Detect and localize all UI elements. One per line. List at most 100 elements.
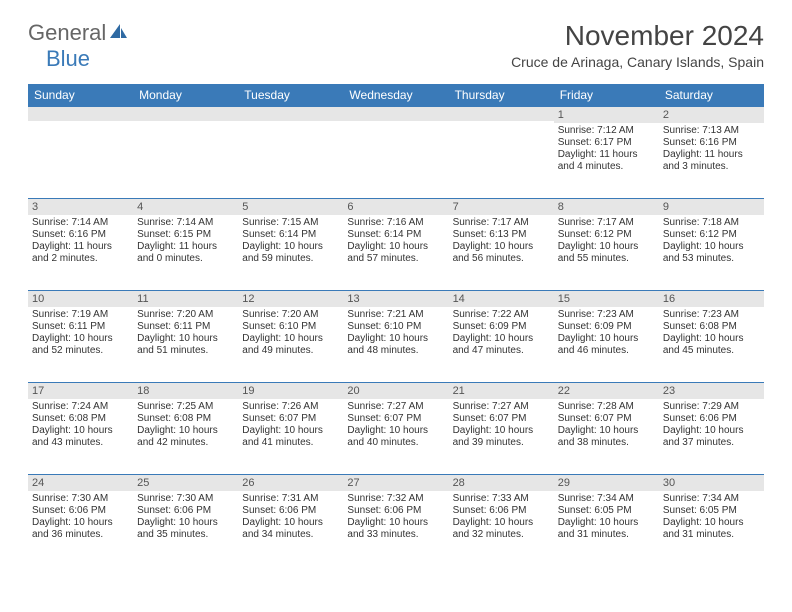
sunset-text: Sunset: 6:06 PM	[32, 505, 129, 517]
daylight-text: Daylight: 10 hours and 55 minutes.	[558, 241, 655, 265]
sunset-text: Sunset: 6:10 PM	[242, 321, 339, 333]
sunrise-text: Sunrise: 7:14 AM	[137, 217, 234, 229]
day-number: 1	[554, 107, 659, 123]
daylight-text: Daylight: 10 hours and 53 minutes.	[663, 241, 760, 265]
sunset-text: Sunset: 6:14 PM	[347, 229, 444, 241]
day-number: 4	[133, 199, 238, 215]
calendar-cell: 12Sunrise: 7:20 AMSunset: 6:10 PMDayligh…	[238, 291, 343, 383]
sunrise-text: Sunrise: 7:13 AM	[663, 125, 760, 137]
sunrise-text: Sunrise: 7:27 AM	[347, 401, 444, 413]
calendar-cell: 23Sunrise: 7:29 AMSunset: 6:06 PMDayligh…	[659, 383, 764, 475]
daylight-text: Daylight: 10 hours and 38 minutes.	[558, 425, 655, 449]
day-details: Sunrise: 7:30 AMSunset: 6:06 PMDaylight:…	[28, 491, 133, 543]
sunset-text: Sunset: 6:07 PM	[453, 413, 550, 425]
calendar-page: General November 2024 Cruce de Arinaga, …	[0, 0, 792, 577]
calendar-cell: 10Sunrise: 7:19 AMSunset: 6:11 PMDayligh…	[28, 291, 133, 383]
day-header-row: Sunday Monday Tuesday Wednesday Thursday…	[28, 84, 764, 107]
sunrise-text: Sunrise: 7:26 AM	[242, 401, 339, 413]
calendar-cell: 16Sunrise: 7:23 AMSunset: 6:08 PMDayligh…	[659, 291, 764, 383]
calendar-cell: 30Sunrise: 7:34 AMSunset: 6:05 PMDayligh…	[659, 475, 764, 567]
day-header: Tuesday	[238, 84, 343, 107]
calendar-cell: 8 Sunrise: 7:17 AMSunset: 6:12 PMDaylight…	[554, 199, 659, 291]
calendar-cell: 20Sunrise: 7:27 AMSunset: 6:07 PMDayligh…	[343, 383, 448, 475]
sunset-text: Sunset: 6:05 PM	[663, 505, 760, 517]
day-details: Sunrise: 7:18 AMSunset: 6:12 PMDaylight:…	[659, 215, 764, 267]
day-details: Sunrise: 7:20 AMSunset: 6:10 PMDaylight:…	[238, 307, 343, 359]
day-details: Sunrise: 7:19 AMSunset: 6:11 PMDaylight:…	[28, 307, 133, 359]
day-number: 22	[554, 383, 659, 399]
daylight-text: Daylight: 10 hours and 57 minutes.	[347, 241, 444, 265]
daylight-text: Daylight: 10 hours and 31 minutes.	[663, 517, 760, 541]
day-details: Sunrise: 7:29 AMSunset: 6:06 PMDaylight:…	[659, 399, 764, 451]
day-number: 16	[659, 291, 764, 307]
day-number: 6	[343, 199, 448, 215]
sunset-text: Sunset: 6:07 PM	[347, 413, 444, 425]
day-number	[449, 107, 554, 121]
daylight-text: Daylight: 10 hours and 32 minutes.	[453, 517, 550, 541]
sunrise-text: Sunrise: 7:17 AM	[558, 217, 655, 229]
calendar-cell: 27Sunrise: 7:32 AMSunset: 6:06 PMDayligh…	[343, 475, 448, 567]
calendar-row: 24Sunrise: 7:30 AMSunset: 6:06 PMDayligh…	[28, 475, 764, 567]
calendar-cell: 3Sunrise: 7:14 AMSunset: 6:16 PMDaylight…	[28, 199, 133, 291]
day-header: Friday	[554, 84, 659, 107]
daylight-text: Daylight: 10 hours and 41 minutes.	[242, 425, 339, 449]
day-details: Sunrise: 7:15 AMSunset: 6:14 PMDaylight:…	[238, 215, 343, 267]
day-number: 14	[449, 291, 554, 307]
day-number	[238, 107, 343, 121]
day-header: Monday	[133, 84, 238, 107]
sunset-text: Sunset: 6:12 PM	[558, 229, 655, 241]
day-number: 7	[449, 199, 554, 215]
day-number: 5	[238, 199, 343, 215]
sunset-text: Sunset: 6:11 PM	[32, 321, 129, 333]
sunrise-text: Sunrise: 7:21 AM	[347, 309, 444, 321]
day-number: 18	[133, 383, 238, 399]
daylight-text: Daylight: 10 hours and 45 minutes.	[663, 333, 760, 357]
sunset-text: Sunset: 6:08 PM	[32, 413, 129, 425]
sunrise-text: Sunrise: 7:24 AM	[32, 401, 129, 413]
daylight-text: Daylight: 11 hours and 0 minutes.	[137, 241, 234, 265]
logo: General	[28, 20, 128, 46]
daylight-text: Daylight: 11 hours and 4 minutes.	[558, 149, 655, 173]
sunset-text: Sunset: 6:14 PM	[242, 229, 339, 241]
sunrise-text: Sunrise: 7:34 AM	[558, 493, 655, 505]
day-number: 12	[238, 291, 343, 307]
daylight-text: Daylight: 10 hours and 37 minutes.	[663, 425, 760, 449]
day-details: Sunrise: 7:27 AMSunset: 6:07 PMDaylight:…	[343, 399, 448, 451]
day-number: 9	[659, 199, 764, 215]
calendar-row: 3Sunrise: 7:14 AMSunset: 6:16 PMDaylight…	[28, 199, 764, 291]
calendar-cell: 4Sunrise: 7:14 AMSunset: 6:15 PMDaylight…	[133, 199, 238, 291]
day-number: 29	[554, 475, 659, 491]
day-number: 13	[343, 291, 448, 307]
sunset-text: Sunset: 6:09 PM	[453, 321, 550, 333]
daylight-text: Daylight: 10 hours and 31 minutes.	[558, 517, 655, 541]
calendar-cell: 1Sunrise: 7:12 AMSunset: 6:17 PMDaylight…	[554, 107, 659, 199]
day-header: Thursday	[449, 84, 554, 107]
logo-text-general: General	[28, 20, 106, 46]
sunset-text: Sunset: 6:08 PM	[663, 321, 760, 333]
calendar-cell: 22Sunrise: 7:28 AMSunset: 6:07 PMDayligh…	[554, 383, 659, 475]
day-details: Sunrise: 7:23 AMSunset: 6:08 PMDaylight:…	[659, 307, 764, 359]
calendar-cell: 5Sunrise: 7:15 AMSunset: 6:14 PMDaylight…	[238, 199, 343, 291]
daylight-text: Daylight: 10 hours and 42 minutes.	[137, 425, 234, 449]
sunset-text: Sunset: 6:06 PM	[242, 505, 339, 517]
day-number: 19	[238, 383, 343, 399]
calendar-cell: 17Sunrise: 7:24 AMSunset: 6:08 PMDayligh…	[28, 383, 133, 475]
daylight-text: Daylight: 10 hours and 34 minutes.	[242, 517, 339, 541]
calendar-cell: 15Sunrise: 7:23 AMSunset: 6:09 PMDayligh…	[554, 291, 659, 383]
sunrise-text: Sunrise: 7:27 AM	[453, 401, 550, 413]
day-number: 20	[343, 383, 448, 399]
calendar-row: 17Sunrise: 7:24 AMSunset: 6:08 PMDayligh…	[28, 383, 764, 475]
calendar-cell	[449, 107, 554, 199]
day-details: Sunrise: 7:34 AMSunset: 6:05 PMDaylight:…	[554, 491, 659, 543]
day-number: 10	[28, 291, 133, 307]
sunset-text: Sunset: 6:12 PM	[663, 229, 760, 241]
day-details: Sunrise: 7:26 AMSunset: 6:07 PMDaylight:…	[238, 399, 343, 451]
sunrise-text: Sunrise: 7:33 AM	[453, 493, 550, 505]
sunrise-text: Sunrise: 7:31 AM	[242, 493, 339, 505]
day-number: 8	[554, 199, 659, 215]
day-number	[133, 107, 238, 121]
sunrise-text: Sunrise: 7:20 AM	[137, 309, 234, 321]
day-number: 26	[238, 475, 343, 491]
day-details: Sunrise: 7:20 AMSunset: 6:11 PMDaylight:…	[133, 307, 238, 359]
sunset-text: Sunset: 6:07 PM	[558, 413, 655, 425]
